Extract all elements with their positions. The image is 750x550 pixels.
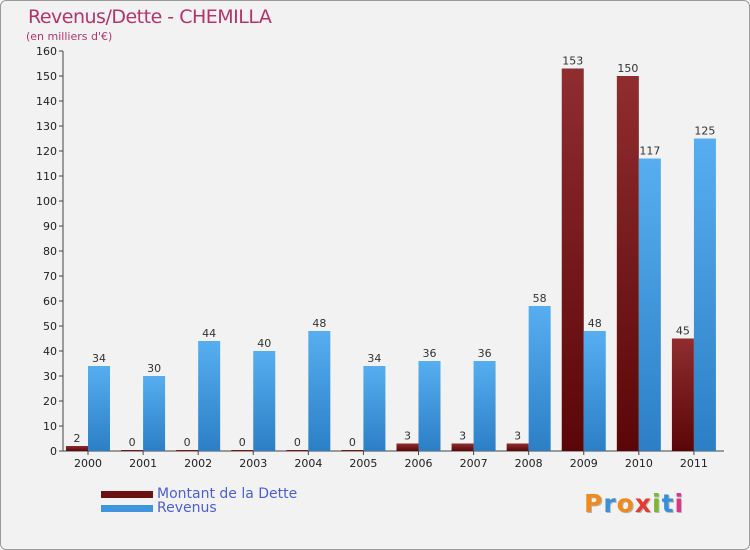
logo-letter: P bbox=[584, 489, 604, 518]
y-tick-label: 40 bbox=[43, 345, 57, 358]
data-label-dette: 3 bbox=[514, 430, 521, 443]
x-tick-label: 2007 bbox=[460, 457, 488, 470]
data-label-revenus: 36 bbox=[478, 347, 492, 360]
data-label-dette: 3 bbox=[459, 430, 466, 443]
bar-dette bbox=[66, 446, 88, 451]
legend-label-debt: Montant de la Dette bbox=[157, 486, 298, 502]
x-tick-label: 2011 bbox=[680, 457, 708, 470]
chart-subtitle: (en milliers d'€) bbox=[26, 30, 113, 43]
legend-swatch-debt bbox=[101, 491, 153, 498]
data-label-revenus: 30 bbox=[147, 362, 161, 375]
data-label-dette: 0 bbox=[184, 436, 191, 449]
x-tick-label: 2003 bbox=[239, 457, 267, 470]
bar-revenus bbox=[583, 331, 606, 451]
bar-dette bbox=[561, 68, 584, 451]
proxiti-logo: Proxiti bbox=[584, 489, 684, 518]
bar-revenus bbox=[308, 331, 331, 451]
data-label-revenus: 125 bbox=[694, 125, 715, 138]
legend-label-revenus: Revenus bbox=[157, 500, 217, 516]
y-tick-label: 140 bbox=[36, 95, 57, 108]
bar-revenus bbox=[528, 306, 551, 451]
bar-dette bbox=[286, 450, 309, 451]
logo-letter: i bbox=[674, 489, 685, 518]
data-label-revenus: 48 bbox=[588, 317, 602, 330]
logo-letter: x bbox=[634, 489, 652, 518]
bar-revenus bbox=[418, 361, 441, 451]
y-tick-label: 30 bbox=[43, 370, 57, 383]
bar-dette bbox=[671, 338, 694, 451]
x-tick-label: 2008 bbox=[515, 457, 543, 470]
logo-letter: r bbox=[603, 489, 617, 518]
bar-revenus bbox=[88, 366, 110, 451]
chart-title: Revenus/Dette - CHEMILLA bbox=[28, 6, 272, 28]
data-label-dette: 45 bbox=[676, 325, 690, 338]
x-tick-label: 2000 bbox=[74, 457, 102, 470]
data-label-revenus: 58 bbox=[533, 292, 547, 305]
x-tick-label: 2009 bbox=[570, 457, 598, 470]
y-tick-label: 150 bbox=[36, 70, 57, 83]
bar-dette bbox=[121, 450, 144, 451]
bar-dette bbox=[341, 450, 364, 451]
data-label-dette: 0 bbox=[349, 436, 356, 449]
logo-letter: t bbox=[661, 489, 675, 518]
bar-revenus bbox=[363, 366, 386, 451]
data-label-dette: 2 bbox=[74, 432, 81, 445]
bar-dette bbox=[616, 76, 639, 451]
y-tick-label: 50 bbox=[43, 320, 57, 333]
y-tick-label: 60 bbox=[43, 295, 57, 308]
bar-dette bbox=[231, 450, 254, 451]
x-tick-label: 2002 bbox=[184, 457, 212, 470]
data-label-revenus: 117 bbox=[639, 145, 660, 158]
data-label-dette: 0 bbox=[129, 436, 136, 449]
bar-revenus bbox=[638, 158, 661, 451]
y-tick-label: 120 bbox=[36, 145, 57, 158]
y-tick-label: 110 bbox=[36, 170, 57, 183]
bar-revenus bbox=[198, 341, 221, 451]
data-label-dette: 0 bbox=[239, 436, 246, 449]
bar-revenus bbox=[473, 361, 496, 451]
data-label-dette: 3 bbox=[404, 430, 411, 443]
legend-swatch-revenus bbox=[101, 505, 153, 512]
data-label-revenus: 44 bbox=[202, 327, 216, 340]
data-label-revenus: 40 bbox=[257, 337, 271, 350]
bar-dette bbox=[451, 443, 474, 451]
data-label-revenus: 48 bbox=[312, 317, 326, 330]
x-tick-label: 2010 bbox=[625, 457, 653, 470]
y-tick-label: 20 bbox=[43, 395, 57, 408]
y-tick-label: 160 bbox=[36, 45, 57, 58]
data-label-revenus: 34 bbox=[92, 352, 106, 365]
y-tick-label: 80 bbox=[43, 245, 57, 258]
data-label-revenus: 36 bbox=[423, 347, 437, 360]
y-tick-label: 0 bbox=[50, 445, 57, 458]
logo-letter: o bbox=[616, 489, 635, 518]
bar-revenus bbox=[693, 138, 716, 451]
x-tick-label: 2001 bbox=[129, 457, 157, 470]
bar-dette bbox=[176, 450, 199, 451]
x-tick-label: 2006 bbox=[405, 457, 433, 470]
data-label-dette: 153 bbox=[562, 55, 583, 68]
y-tick-label: 100 bbox=[36, 195, 57, 208]
x-tick-label: 2005 bbox=[349, 457, 377, 470]
y-tick-label: 10 bbox=[43, 420, 57, 433]
logo-letter: i bbox=[652, 489, 662, 518]
bar-revenus bbox=[253, 351, 276, 451]
y-tick-label: 90 bbox=[43, 220, 57, 233]
data-label-dette: 0 bbox=[294, 436, 301, 449]
y-tick-label: 70 bbox=[43, 270, 57, 283]
y-tick-label: 130 bbox=[36, 120, 57, 133]
bar-revenus bbox=[143, 376, 166, 451]
data-label-dette: 150 bbox=[617, 62, 638, 75]
bar-dette bbox=[506, 443, 529, 451]
data-label-revenus: 34 bbox=[367, 352, 381, 365]
x-tick-label: 2004 bbox=[294, 457, 322, 470]
bar-dette bbox=[396, 443, 419, 451]
